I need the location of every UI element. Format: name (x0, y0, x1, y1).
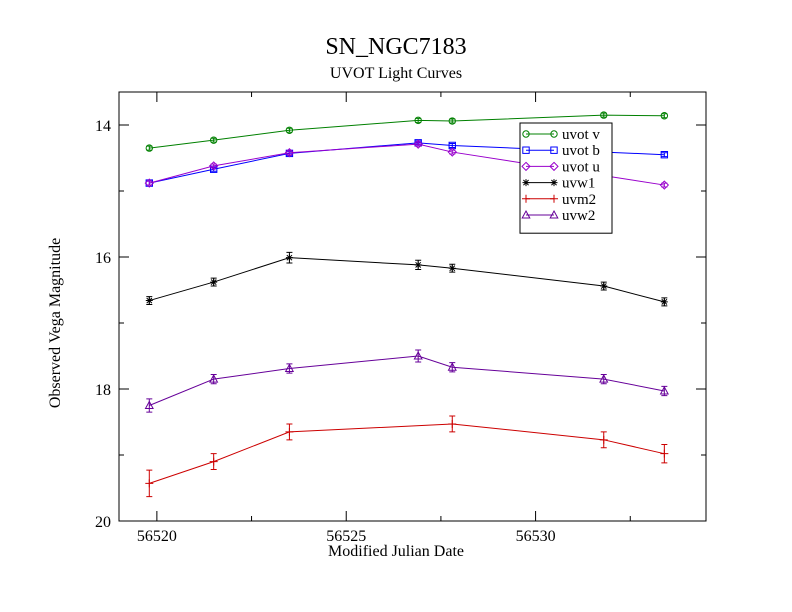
data-point (448, 117, 456, 125)
data-point (210, 278, 218, 286)
data-point (285, 254, 293, 262)
y-tick-label: 14 (95, 118, 111, 135)
chart-subtitle: UVOT Light Curves (330, 65, 462, 82)
legend-entry: uvw1 (522, 176, 595, 192)
data-point (660, 298, 668, 306)
legend-marker (522, 130, 530, 138)
data-point (660, 449, 669, 458)
data-point (659, 180, 670, 190)
series-line (149, 423, 665, 484)
y-axis-label: Observed Vega Magnitude (47, 238, 64, 408)
data-point (209, 457, 218, 466)
x-tick-label: 56520 (137, 528, 177, 545)
data-point (145, 144, 153, 152)
data-point (145, 179, 153, 187)
legend-marker (522, 146, 530, 154)
data-point (660, 151, 669, 159)
data-point (144, 400, 154, 409)
legend-label: uvot b (562, 143, 600, 159)
data-point (145, 297, 153, 305)
data-point (209, 374, 219, 383)
legend-marker (550, 130, 558, 138)
series-line (149, 143, 665, 186)
y-tick-label: 18 (95, 382, 111, 399)
error-bar (661, 113, 668, 119)
series-line (149, 257, 665, 303)
legend-entry: uvot v (522, 127, 600, 143)
data-point (285, 427, 294, 436)
legend-entry: uvw2 (521, 208, 595, 224)
error-bar (286, 127, 293, 133)
legend-marker (550, 146, 558, 154)
legend-marker (549, 161, 559, 172)
legend-label: uvw2 (562, 208, 595, 224)
data-point (660, 112, 669, 120)
data-point (414, 116, 422, 125)
data-point (144, 178, 155, 188)
error-bar (449, 118, 456, 124)
x-axis-label: Modified Julian Date (328, 543, 464, 560)
legend-marker (521, 161, 531, 172)
legend-marker (550, 179, 558, 187)
data-point (285, 126, 294, 134)
y-tick-label: 16 (95, 250, 111, 267)
chart-title: SN_NGC7183 (325, 34, 466, 60)
legend-label: uvm2 (562, 192, 596, 208)
data-point (209, 136, 218, 144)
legend-marker (550, 194, 558, 203)
legend-label: uvot u (562, 159, 600, 175)
data-point (448, 419, 457, 428)
legend-entry: uvot u (521, 159, 600, 175)
legend-marker (522, 194, 530, 203)
legend-marker (521, 209, 531, 219)
data-point (600, 282, 608, 290)
data-point (414, 261, 422, 269)
data-point (600, 111, 608, 119)
data-point (599, 374, 609, 383)
error-bar (415, 117, 422, 123)
series-line (149, 355, 665, 406)
data-point (284, 148, 295, 158)
plot-area (144, 111, 670, 498)
legend-label: uvot v (562, 127, 600, 143)
data-point (413, 139, 423, 149)
data-point (413, 350, 423, 360)
plot-frame (118, 91, 707, 522)
legend-marker (549, 209, 559, 219)
series-uvot-u (144, 139, 670, 190)
series-uvw1 (145, 251, 668, 307)
y-tick-label: 20 (95, 514, 111, 531)
x-tick-label: 56530 (516, 528, 556, 545)
legend-entry: uvm2 (522, 192, 596, 208)
error-bar (661, 152, 668, 158)
series-uvw2 (144, 349, 669, 413)
error-bar (146, 145, 153, 151)
error-bar (600, 112, 607, 118)
data-point (208, 161, 219, 171)
x-tick-label: 56525 (326, 528, 366, 545)
axes: 56520 56525 56530 14 16 18 20 (95, 91, 707, 545)
error-bar (210, 137, 217, 143)
data-point (447, 147, 457, 157)
data-point (145, 479, 154, 488)
legend-label: uvw1 (562, 176, 595, 192)
data-point (599, 435, 608, 444)
legend-marker (522, 179, 530, 187)
legend-entry: uvot b (522, 143, 600, 159)
data-point (284, 363, 295, 373)
data-point (447, 362, 457, 371)
series-uvm2 (145, 415, 669, 498)
series-uvot-v (145, 111, 669, 152)
data-point (659, 385, 669, 395)
data-point (448, 264, 456, 272)
